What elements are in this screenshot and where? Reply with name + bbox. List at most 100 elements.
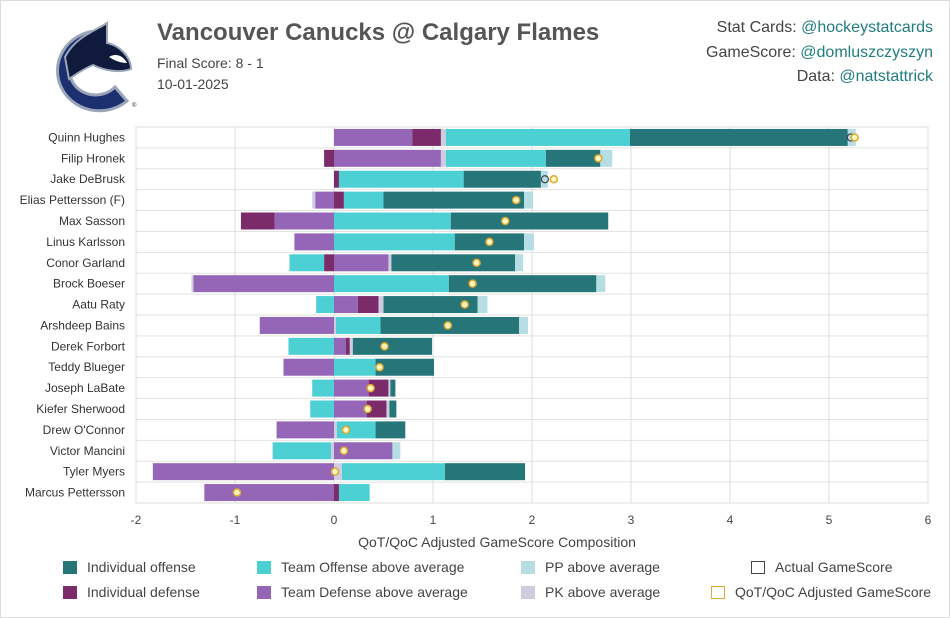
legend-swatch bbox=[257, 585, 271, 599]
page-title: Vancouver Canucks @ Calgary Flames bbox=[157, 19, 600, 46]
bar-pp bbox=[596, 275, 606, 293]
bar-team-off bbox=[341, 463, 445, 481]
bar-team-off bbox=[336, 421, 376, 439]
credit-label: Stat Cards: bbox=[716, 19, 802, 36]
x-tick-label: 0 bbox=[331, 513, 338, 527]
player-label: Quinn Hughes bbox=[48, 130, 125, 144]
legend-label: QoT/QoC Adjusted GameScore bbox=[735, 584, 932, 600]
bar-pp bbox=[392, 442, 401, 460]
bar-pk bbox=[388, 379, 391, 397]
legend-swatch bbox=[751, 560, 765, 574]
bar-pp bbox=[600, 149, 613, 167]
bar-pk bbox=[440, 149, 446, 167]
legend-swatch bbox=[257, 560, 271, 574]
svg-text:®: ® bbox=[132, 102, 137, 109]
adjusted-gamescore-marker bbox=[339, 446, 349, 456]
bar-team-def bbox=[276, 421, 334, 439]
bar-team-off bbox=[316, 296, 334, 314]
bar-ind-off bbox=[444, 463, 526, 481]
legend-label: PK above average bbox=[545, 584, 661, 600]
bar-ind-off bbox=[630, 128, 848, 146]
credit-stat-cards: Stat Cards: @hockeystatcards bbox=[717, 19, 933, 37]
bar-team-off bbox=[334, 358, 376, 376]
bar-pk bbox=[440, 128, 446, 146]
x-tick-label: 1 bbox=[430, 513, 437, 527]
legend-item-pp: PP above average bbox=[521, 559, 660, 575]
bar-team-def bbox=[334, 442, 393, 460]
x-tick-label: 2 bbox=[529, 513, 536, 527]
bar-team-off bbox=[289, 254, 325, 272]
bar-team-def bbox=[334, 296, 358, 314]
bar-team-def bbox=[334, 379, 369, 397]
link-hockeystatcards[interactable]: @hockeystatcards bbox=[801, 19, 933, 36]
player-label: Filip Hronek bbox=[61, 151, 126, 165]
bar-team-def bbox=[259, 316, 334, 334]
bar-team-off bbox=[334, 233, 455, 251]
legend-item-actual: Actual GameScore bbox=[751, 559, 893, 575]
player-label: Jake DeBrusk bbox=[50, 172, 126, 186]
link-natstattrick[interactable]: @natstattrick bbox=[839, 68, 933, 85]
bar-team-def bbox=[283, 358, 334, 376]
adjusted-gamescore-marker bbox=[341, 425, 351, 435]
adjusted-gamescore-marker bbox=[468, 279, 477, 288]
adjusted-gamescore-marker bbox=[850, 133, 859, 142]
adjusted-gamescore-marker bbox=[501, 216, 510, 226]
bar-ind-off bbox=[463, 170, 541, 188]
link-domluszczyszyn[interactable]: @domluszczyszyn bbox=[800, 44, 933, 61]
bar-ind-def bbox=[240, 212, 275, 230]
adjusted-gamescore-marker bbox=[380, 342, 389, 351]
x-tick-label: 4 bbox=[727, 513, 734, 527]
player-label: Conor Garland bbox=[46, 256, 125, 270]
bar-ind-off bbox=[352, 337, 433, 355]
bar-ind-off bbox=[545, 149, 601, 167]
player-label: Max Sasson bbox=[59, 214, 125, 228]
x-axis-title: QoT/QoC Adjusted GameScore Composition bbox=[358, 534, 636, 550]
actual-gamescore-marker bbox=[540, 175, 549, 184]
bar-team-off bbox=[288, 337, 334, 355]
bar-pk bbox=[388, 254, 392, 272]
legend-swatch bbox=[521, 585, 535, 599]
x-tick-label: 3 bbox=[628, 513, 635, 527]
bar-team-off bbox=[312, 379, 334, 397]
bar-team-off bbox=[445, 128, 631, 146]
adjusted-gamescore-marker bbox=[485, 237, 494, 247]
bar-team-off bbox=[310, 400, 334, 418]
team-logo: ® bbox=[56, 21, 137, 113]
credit-label: GameScore: bbox=[706, 44, 801, 61]
bar-pp bbox=[515, 254, 524, 272]
credit-data: Data: @natstattrick bbox=[797, 68, 933, 86]
bar-ind-off bbox=[450, 212, 609, 230]
legend-item-ind-def: Individual defense bbox=[63, 584, 200, 600]
player-label: Marcus Pettersson bbox=[25, 486, 125, 500]
adjusted-gamescore-marker bbox=[511, 195, 521, 205]
bar-team-off bbox=[272, 442, 332, 460]
legend-item-team-def: Team Defense above average bbox=[257, 584, 468, 600]
bar-pp bbox=[519, 316, 529, 334]
bar-team-def bbox=[274, 212, 334, 230]
bar-pp bbox=[524, 233, 534, 251]
player-label: Victor Mancini bbox=[50, 444, 125, 458]
credit-gamescore: GameScore: @domluszczyszyn bbox=[706, 44, 933, 62]
legend-swatch bbox=[63, 560, 77, 574]
bar-ind-off bbox=[448, 275, 597, 293]
x-tick-label: 5 bbox=[826, 513, 833, 527]
player-label: Teddy Blueger bbox=[48, 360, 125, 374]
player-label: Aatu Raty bbox=[72, 298, 125, 312]
bar-pk bbox=[378, 296, 384, 314]
adjusted-gamescore-marker bbox=[363, 404, 372, 414]
bar-ind-def bbox=[334, 484, 339, 502]
player-label: Brock Boeser bbox=[53, 277, 125, 291]
adjusted-gamescore-marker bbox=[460, 300, 469, 309]
bar-ind-def bbox=[334, 170, 339, 188]
player-label: Linus Karlsson bbox=[46, 235, 125, 249]
credit-label: Data: bbox=[796, 68, 840, 85]
bar-team-off bbox=[334, 275, 449, 293]
bar-ind-def bbox=[357, 296, 379, 314]
legend-label: Team Defense above average bbox=[281, 584, 468, 600]
bar-team-off bbox=[334, 212, 451, 230]
legend-item-adjusted: QoT/QoC Adjusted GameScore bbox=[711, 584, 931, 600]
legend-label: Individual offense bbox=[87, 559, 196, 575]
adjusted-gamescore-marker bbox=[549, 174, 559, 184]
bar-team-def bbox=[334, 337, 346, 355]
